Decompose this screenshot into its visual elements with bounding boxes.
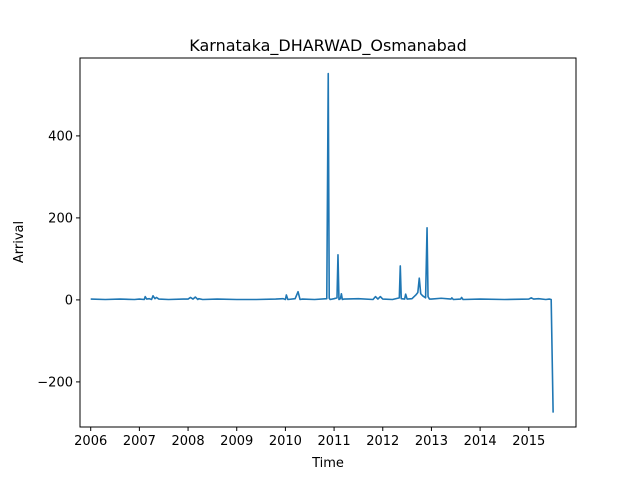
x-tick-label: 2013 xyxy=(415,434,448,449)
x-axis-label: Time xyxy=(311,456,344,471)
x-tick-label: 2006 xyxy=(74,434,107,449)
y-axis-label: Arrival xyxy=(12,221,27,263)
x-tick-label: 2014 xyxy=(464,434,497,449)
y-tick-label: −200 xyxy=(37,375,73,390)
x-tick-label: 2009 xyxy=(220,434,253,449)
x-tick-label: 2010 xyxy=(269,434,302,449)
y-tick-label: 0 xyxy=(65,293,73,308)
x-tick-label: 2011 xyxy=(318,434,351,449)
x-tick-label: 2008 xyxy=(172,434,205,449)
x-tick-label: 2015 xyxy=(512,434,545,449)
x-tick-label: 2012 xyxy=(366,434,399,449)
chart-title: Karnataka_DHARWAD_Osmanabad xyxy=(189,36,466,56)
x-tick-label: 2007 xyxy=(123,434,156,449)
y-tick-label: 400 xyxy=(48,129,73,144)
y-tick-label: 200 xyxy=(48,211,73,226)
